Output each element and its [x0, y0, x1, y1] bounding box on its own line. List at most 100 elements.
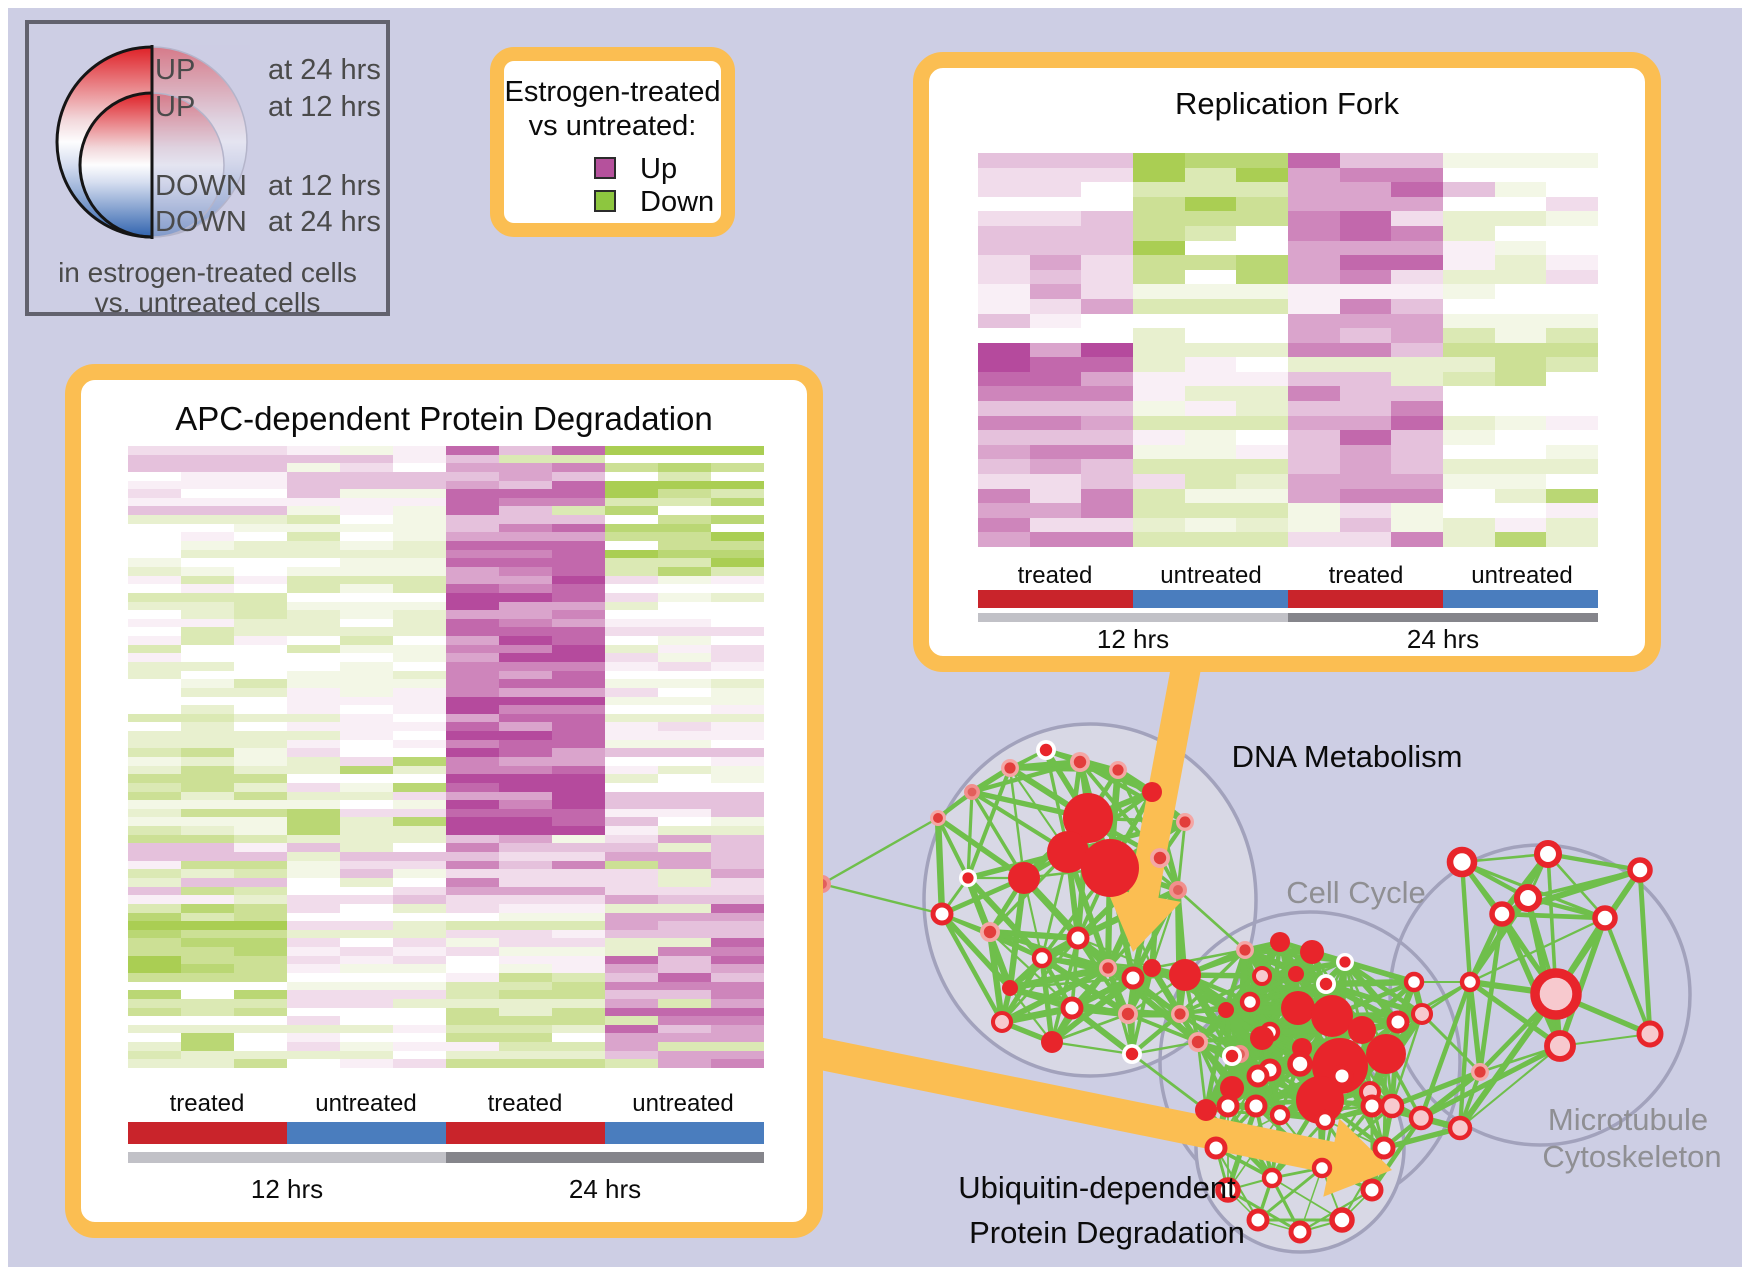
heatmap-cell: [234, 947, 287, 956]
gene-node-ringW: [1403, 971, 1425, 993]
heatmap-cell: [234, 566, 287, 576]
heatmap-cell: [340, 722, 393, 732]
network-edge: [821, 882, 943, 916]
heatmap-cell: [1391, 328, 1443, 343]
heatmap-cell: [711, 661, 764, 671]
heatmap-cell: [393, 471, 446, 481]
heatmap-cell: [711, 912, 764, 922]
heatmap-cell: [181, 912, 234, 922]
heatmap-cell: [1184, 153, 1237, 168]
heatmap-cell: [1391, 313, 1443, 329]
heatmap-cell: [287, 947, 340, 956]
heatmap-cell: [340, 886, 393, 896]
heatmap-cell: [552, 843, 605, 853]
network-edge: [1343, 960, 1424, 1016]
heatmap-cell: [1494, 328, 1547, 343]
heatmap-cell: [234, 817, 287, 827]
heatmap-cell: [1288, 342, 1340, 358]
heatmap-cell: [446, 852, 499, 861]
heatmap-cell: [978, 240, 1030, 256]
key-row-down-12: DOWN at 12 hrs: [29, 170, 386, 202]
heatmap-cell: [1184, 430, 1237, 445]
heatmap-cell: [1029, 357, 1082, 372]
heatmap-cell: [128, 800, 181, 809]
heatmap-cell: [1029, 459, 1082, 475]
heatmap-cell: [128, 610, 181, 619]
heatmap-cell: [234, 852, 287, 861]
heatmap-cell: [711, 791, 764, 801]
heatmap-cell: [393, 584, 446, 593]
network-edge: [1130, 1012, 1182, 1056]
heatmap-cell: [1443, 269, 1495, 285]
heatmap-cell: [340, 454, 393, 464]
heatmap-cell: [340, 471, 393, 481]
heatmap-cell: [340, 817, 393, 827]
heatmap-cell: [1133, 328, 1185, 343]
heatmap-cell: [128, 532, 181, 542]
heatmap-cell: [234, 1016, 287, 1025]
heatmap-cell: [128, 454, 181, 464]
heatmap-cell: [181, 636, 234, 645]
heatmap-cell: [552, 929, 605, 939]
heatmap-cell: [1391, 430, 1443, 445]
heatmap-cell: [393, 990, 446, 999]
heatmap-cell: [393, 549, 446, 559]
heatmap-cell: [1236, 474, 1288, 489]
heatmap-cell: [181, 938, 234, 948]
heatmap-cell: [446, 575, 499, 585]
heatmap-cell: [1081, 503, 1133, 518]
heatmap-cell: [287, 990, 340, 999]
heatmap-cell: [128, 541, 181, 550]
heatmap-cell: [711, 852, 764, 861]
gene-node-solid: [1270, 932, 1290, 952]
heatmap-cell: [1339, 401, 1392, 416]
heatmap-cell: [128, 584, 181, 593]
heatmap-cell: [978, 532, 1030, 547]
heatmap-cell: [340, 584, 393, 593]
heatmap-cell: [499, 739, 552, 749]
down-label: Down: [640, 186, 715, 218]
heatmap-cell: [1494, 182, 1547, 197]
heatmap-cell: [1236, 153, 1288, 168]
heatmap-cell: [1391, 459, 1443, 475]
heatmap-cell: [393, 852, 446, 861]
heatmap-cell: [499, 921, 552, 930]
heatmap-cell: [658, 921, 711, 930]
heatmap-cell: [1184, 284, 1237, 299]
gene-node-ringP: [1408, 1105, 1434, 1131]
heatmap-cell: [234, 713, 287, 723]
heatmap-cell: [1288, 255, 1340, 270]
heatmap-cell: [128, 1024, 181, 1034]
network-edge: [1176, 821, 1187, 891]
heatmap-cell: [1133, 401, 1185, 416]
heatmap-cell: [1184, 386, 1237, 402]
key-level: DOWN: [155, 170, 247, 202]
heatmap-cell: [340, 1059, 393, 1068]
heatmap-cell: [446, 895, 499, 904]
heatmap-cell: [552, 679, 605, 688]
heatmap-cell: [234, 869, 287, 878]
heatmap-cell: [340, 1007, 393, 1017]
heatmap-cell: [446, 523, 499, 533]
heatmap-cell: [499, 489, 552, 498]
heatmap-cell: [658, 808, 711, 818]
heatmap-cell: [1236, 269, 1288, 285]
heatmap-cell: [340, 921, 393, 930]
heatmap-cell: [711, 990, 764, 999]
heatmap-cell: [552, 834, 605, 844]
heatmap-cell: [1339, 430, 1392, 445]
heatmap-cell: [446, 549, 499, 559]
network-edge: [1041, 956, 1153, 970]
heatmap-cell: [711, 566, 764, 576]
heatmap-cell: [181, 1050, 234, 1060]
heatmap-cell: [446, 912, 499, 922]
heatmap-cell: [605, 921, 658, 930]
heatmap-cell: [234, 903, 287, 913]
heatmap-cell: [287, 739, 340, 749]
heatmap-cell: [446, 938, 499, 948]
heatmap-cell: [1339, 284, 1392, 299]
heatmap-cell: [393, 618, 446, 628]
heatmap-cell: [658, 912, 711, 922]
network-edge: [1457, 992, 1559, 1130]
heatmap-cell: [1236, 532, 1288, 547]
